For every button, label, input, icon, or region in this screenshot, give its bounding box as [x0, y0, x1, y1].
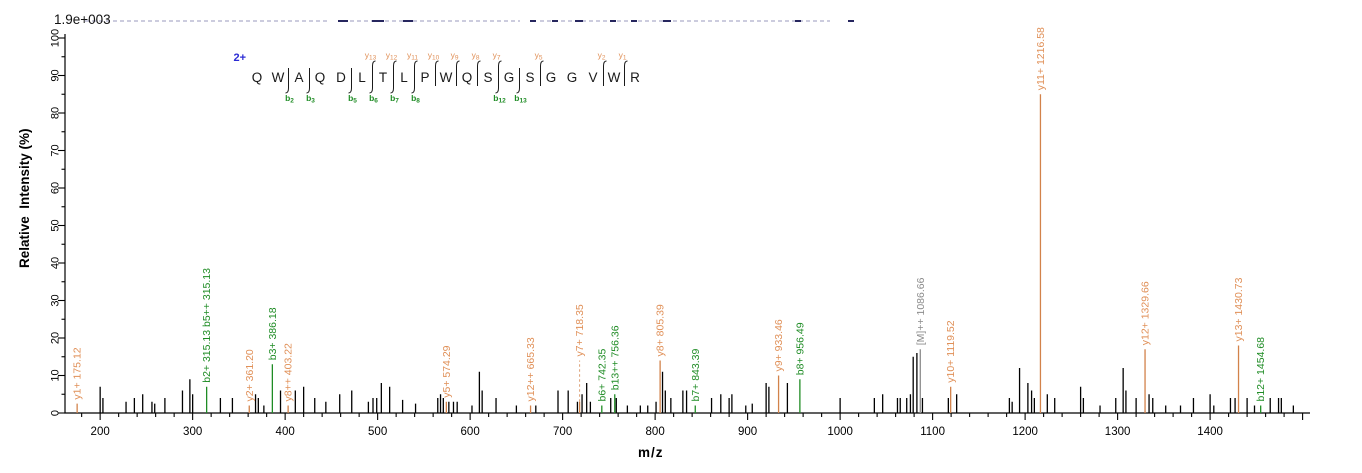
- svg-text:y10: y10: [428, 50, 440, 62]
- svg-text:y5+ 574.29: y5+ 574.29: [441, 345, 453, 397]
- svg-text:V: V: [588, 70, 597, 85]
- svg-text:y7: y7: [493, 50, 501, 62]
- svg-text:20: 20: [50, 332, 62, 344]
- svg-text:y12++ 665.33: y12++ 665.33: [525, 337, 537, 401]
- svg-text:b12: b12: [493, 93, 506, 105]
- svg-text:400: 400: [276, 426, 295, 438]
- svg-text:b5: b5: [348, 93, 357, 105]
- svg-text:L: L: [400, 70, 408, 85]
- svg-text:b2: b2: [285, 93, 294, 105]
- svg-text:60: 60: [50, 182, 62, 194]
- svg-text:1300: 1300: [1105, 426, 1131, 438]
- svg-text:500: 500: [368, 426, 387, 438]
- svg-text:1200: 1200: [1012, 426, 1038, 438]
- svg-text:b8: b8: [411, 93, 420, 105]
- svg-text:10: 10: [50, 369, 62, 381]
- svg-text:[M]++ 1086.66: [M]++ 1086.66: [915, 277, 927, 345]
- x-axis-title: m/z: [638, 445, 664, 460]
- y-axis-title: Relative Intensity (%): [17, 128, 32, 268]
- svg-text:700: 700: [553, 426, 572, 438]
- svg-text:y13: y13: [365, 50, 377, 62]
- svg-text:b13++ 756.36: b13++ 756.36: [609, 325, 621, 390]
- svg-text:W: W: [608, 70, 621, 85]
- svg-text:y1: y1: [619, 50, 627, 62]
- svg-text:y9+ 933.46: y9+ 933.46: [773, 319, 785, 371]
- svg-text:y13+ 1430.73: y13+ 1430.73: [1233, 277, 1245, 341]
- base-peak-intensity-label: 1.9e+003: [54, 12, 111, 27]
- svg-text:y7+ 718.35: y7+ 718.35: [574, 304, 586, 356]
- svg-text:S: S: [525, 70, 534, 85]
- svg-text:y9: y9: [451, 50, 459, 62]
- svg-text:b7+ 843.39: b7+ 843.39: [690, 348, 702, 401]
- svg-text:Q: Q: [252, 70, 263, 85]
- svg-text:y8: y8: [472, 50, 480, 62]
- svg-text:b3: b3: [306, 93, 315, 105]
- svg-text:y2: y2: [598, 50, 606, 62]
- svg-text:0: 0: [50, 410, 62, 416]
- svg-text:A: A: [294, 70, 303, 85]
- svg-text:y8++ 403.22: y8++ 403.22: [283, 343, 295, 402]
- svg-text:y12+ 1329.66: y12+ 1329.66: [1140, 281, 1152, 345]
- svg-text:y11+ 1216.58: y11+ 1216.58: [1035, 27, 1047, 90]
- svg-text:W: W: [272, 70, 285, 85]
- svg-text:1100: 1100: [920, 426, 945, 438]
- svg-text:D: D: [336, 70, 346, 85]
- svg-text:Q: Q: [462, 70, 473, 85]
- svg-text:100: 100: [50, 29, 62, 47]
- svg-text:b3+ 386.18: b3+ 386.18: [267, 307, 279, 360]
- svg-text:b6: b6: [369, 93, 378, 105]
- svg-text:900: 900: [738, 426, 757, 438]
- svg-text:y5: y5: [535, 50, 543, 62]
- svg-text:600: 600: [461, 426, 480, 438]
- svg-text:y2+ 361.20: y2+ 361.20: [244, 349, 256, 401]
- svg-text:L: L: [358, 70, 366, 85]
- svg-text:30: 30: [50, 294, 62, 306]
- svg-text:G: G: [504, 70, 515, 85]
- svg-text:50: 50: [50, 219, 62, 231]
- svg-text:300: 300: [183, 426, 202, 438]
- svg-text:y10+ 1119.52: y10+ 1119.52: [945, 320, 957, 383]
- svg-text:Q: Q: [315, 70, 326, 85]
- svg-text:1400: 1400: [1197, 426, 1223, 438]
- svg-text:40: 40: [50, 257, 62, 269]
- svg-text:b12+ 1454.68: b12+ 1454.68: [1255, 337, 1267, 402]
- svg-text:80: 80: [50, 107, 62, 119]
- svg-text:S: S: [483, 70, 492, 85]
- svg-text:y12: y12: [386, 50, 398, 62]
- svg-text:b2+ 315.13 b5++ 315.13: b2+ 315.13 b5++ 315.13: [201, 268, 213, 383]
- svg-text:T: T: [379, 70, 387, 85]
- svg-text:b13: b13: [514, 93, 527, 105]
- svg-text:G: G: [567, 70, 578, 85]
- svg-text:G: G: [546, 70, 557, 85]
- svg-text:y8+ 805.39: y8+ 805.39: [655, 304, 667, 356]
- svg-text:1000: 1000: [827, 426, 853, 438]
- svg-text:R: R: [630, 70, 640, 85]
- svg-text:2+: 2+: [233, 52, 246, 64]
- svg-text:W: W: [440, 70, 453, 85]
- svg-text:b7: b7: [390, 93, 399, 105]
- svg-text:P: P: [420, 70, 429, 85]
- svg-text:90: 90: [50, 69, 62, 81]
- svg-text:y1+ 175.12: y1+ 175.12: [72, 347, 84, 399]
- svg-text:y11: y11: [407, 50, 418, 62]
- svg-text:200: 200: [91, 426, 110, 438]
- svg-text:b8+ 956.49: b8+ 956.49: [794, 322, 806, 375]
- svg-text:800: 800: [646, 426, 665, 438]
- svg-text:70: 70: [50, 144, 62, 156]
- svg-text:b6+ 742.35: b6+ 742.35: [596, 348, 608, 401]
